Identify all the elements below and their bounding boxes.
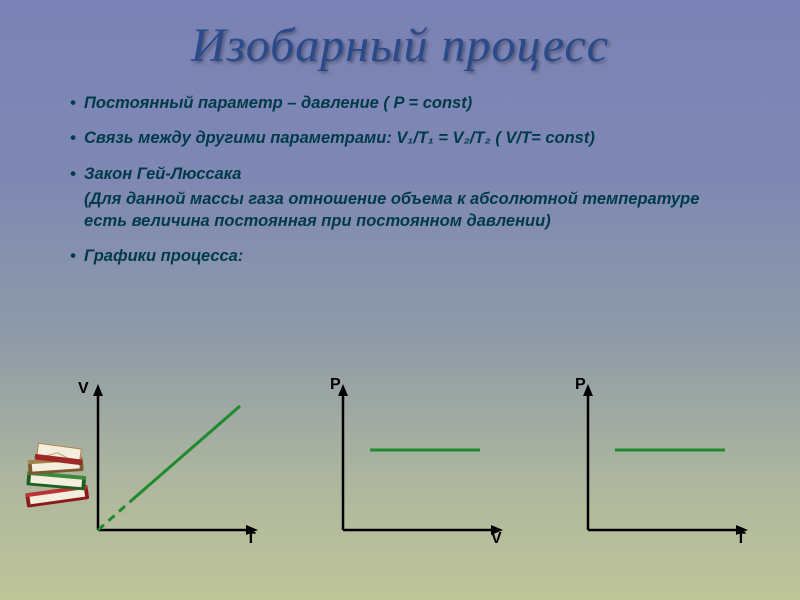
law-description: (Для данной массы газа отношение объема … xyxy=(70,189,730,232)
chart-svg-3 xyxy=(550,380,760,550)
content-block: Постоянный параметр – давление ( P = con… xyxy=(70,93,730,268)
y-axis-label: P xyxy=(575,376,586,394)
law-name: Закон Гей-Люссака xyxy=(84,165,241,183)
y-axis-label: P xyxy=(330,376,341,394)
x-axis-label: V xyxy=(491,530,502,548)
x-axis-label: T xyxy=(736,530,746,548)
bullet-graphs: Графики процесса: xyxy=(70,246,730,267)
bullet-relation: Связь между другими параметрами: V₁/T₁ =… xyxy=(70,128,730,149)
bullet-law: Закон Гей-Люссака xyxy=(70,164,730,185)
books-icon xyxy=(10,430,105,525)
page-title: Изобарный процесс xyxy=(0,0,800,73)
chart-p-t: P T xyxy=(550,380,760,550)
bullet-const-param: Постоянный параметр – давление ( P = con… xyxy=(70,93,730,114)
chart-p-v: P V xyxy=(305,380,515,550)
x-axis-label: T xyxy=(246,530,256,548)
charts-row: V T P V P T xyxy=(60,380,760,560)
y-axis-label: V xyxy=(78,380,89,398)
chart-svg-2 xyxy=(305,380,515,550)
